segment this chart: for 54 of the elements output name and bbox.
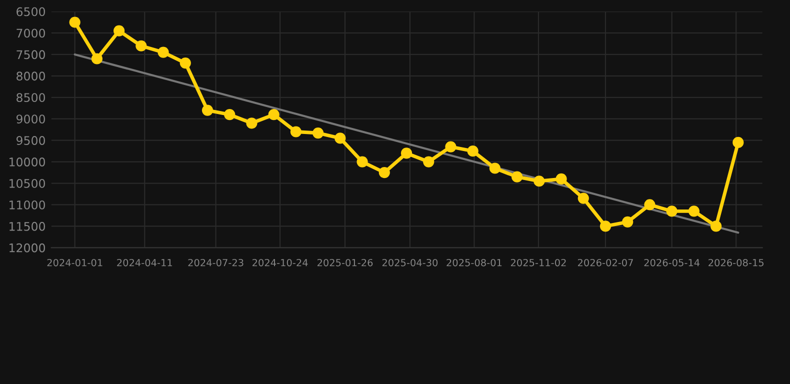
point (688, 206, 700, 217)
y-tick-label: 9000 (16, 114, 46, 124)
y-tick-label: 6500 (16, 7, 46, 16)
point (622, 216, 634, 228)
point (136, 40, 147, 52)
x-tick-label: 2026-02-07 (578, 258, 633, 266)
x-tick-label: 2026-05-14 (644, 258, 700, 266)
point (512, 171, 523, 182)
x-tick-label: 2025-04-30 (382, 258, 438, 266)
point (400, 148, 412, 159)
x-tick-label: 2024-04-11 (117, 258, 172, 266)
point (600, 220, 612, 232)
y-tick-label: 11500 (10, 222, 46, 231)
point (578, 192, 589, 204)
y-tick-label: 10000 (10, 158, 46, 166)
point (666, 206, 678, 217)
y-tick-label: 8500 (16, 93, 46, 102)
point (268, 109, 280, 120)
y-tick-label: 12000 (10, 243, 46, 252)
y-tick-label: 8000 (16, 72, 46, 81)
x-tick-label: 2024-01-01 (47, 258, 102, 266)
point (158, 46, 169, 58)
x-tick-label: 2024-07-23 (188, 258, 244, 266)
point (534, 176, 545, 187)
x-tick-label: 2025-11-02 (510, 258, 566, 266)
point (556, 173, 567, 185)
point (246, 118, 258, 129)
x-tick-label: 2025-08-01 (446, 258, 502, 266)
y-tick-label: 11000 (10, 200, 46, 210)
point (467, 146, 478, 157)
point (378, 166, 390, 178)
x-tick-label: 2025-01-26 (317, 258, 373, 266)
point (180, 57, 191, 69)
point (312, 127, 324, 139)
point (91, 53, 103, 64)
point (114, 25, 125, 36)
point (334, 132, 346, 144)
y-tick-label: 7500 (16, 50, 46, 60)
point (489, 162, 501, 174)
point (423, 156, 434, 168)
point (644, 199, 656, 210)
point (356, 156, 368, 168)
point (710, 220, 722, 232)
x-tick-label: 2026-08-15 (708, 258, 764, 266)
point (732, 136, 744, 148)
point (224, 109, 236, 120)
x-tick-label: 2024-10-24 (252, 258, 308, 266)
y-tick-label: 10500 (10, 178, 46, 188)
point (290, 126, 302, 138)
point (445, 141, 456, 152)
y-tick-label: 9500 (16, 136, 46, 145)
point (202, 104, 214, 116)
point (69, 16, 80, 28)
y-tick-label: 7000 (16, 28, 46, 38)
